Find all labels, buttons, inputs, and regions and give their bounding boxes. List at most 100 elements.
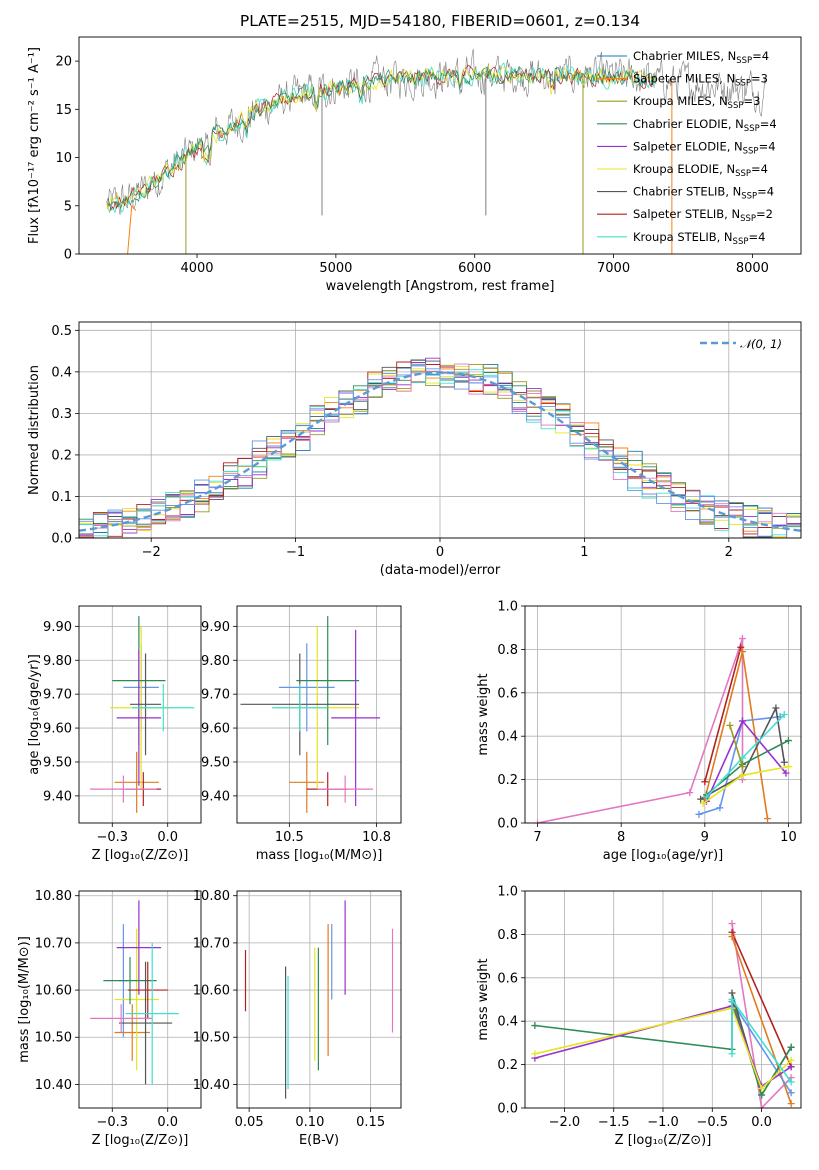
spectrum-line — [106, 48, 766, 215]
mass-weight-marker — [726, 721, 734, 729]
x-tick-label: 2 — [725, 545, 733, 560]
y-tick-label: 10.80 — [193, 889, 230, 904]
mass-weight-marker — [782, 769, 790, 777]
axes-frame — [78, 321, 802, 539]
gaussian-reference — [79, 371, 801, 532]
panel-residuals: −2 −1 0 1 2 0.0 0.1 0.2 0.3 0.4 0.5 (data-model)/er… — [27, 321, 802, 578]
mass-weight-marker — [728, 996, 736, 1003]
y-tick-label: 9.50 — [201, 755, 230, 770]
mass-weight-line — [705, 739, 789, 796]
legend-entry: Salpeter ELODIE, NSSP=4 — [633, 139, 776, 156]
mass-weight-line — [698, 715, 781, 816]
y-tick-label: 0.2 — [51, 448, 72, 463]
legend: Chabrier MILES, NSSP=4 Salpeter MILES, NS… — [597, 49, 777, 247]
x-tick-label: 0.15 — [356, 1115, 385, 1130]
mass-weight-line — [731, 923, 792, 1108]
panel-massweight_vs_Z: −2.0 −1.5 −1.0 −0.5 0.0 0.0 0.2 0.4 0.6 0.8 1.0 Z [… — [476, 885, 802, 1148]
mass-weight-marker — [738, 771, 746, 779]
panel-massweight_vs_age: 7 8 9 10 0.0 0.2 0.4 0.6 0.8 1.0 age [log₁₀(age/yr… — [476, 600, 802, 863]
mass-weight-marker — [697, 795, 705, 803]
axes-frame — [524, 890, 802, 1109]
mass-weight-marker — [787, 1100, 795, 1108]
y-tick-label: 0.2 — [497, 1058, 518, 1073]
mass-weight-line — [534, 1007, 792, 1090]
plot-area — [531, 920, 795, 1108]
x-axis-label: wavelength [Angstrom, rest frame] — [326, 279, 555, 294]
plot-area — [240, 616, 381, 813]
mass-weight-marker — [728, 920, 736, 928]
mass-weight-marker — [764, 815, 772, 823]
x-axis-label: Z [log₁₀(Z/Z⊙)] — [92, 848, 189, 863]
legend: 𝒩(0, 1) — [700, 337, 782, 351]
mass-weight-marker — [699, 799, 707, 807]
mass-weight-marker — [728, 933, 736, 941]
x-axis-label: Z [log₁₀(Z/Z⊙)] — [615, 1133, 712, 1148]
y-tick-label: 9.80 — [43, 654, 72, 669]
mass-weight-marker — [531, 1050, 539, 1058]
x-axis-label: (data-model)/error — [380, 563, 501, 578]
mass-weight-marker — [758, 1104, 766, 1108]
y-tick-label: 10.50 — [35, 1031, 72, 1046]
x-tick-label: 0.0 — [751, 1115, 772, 1130]
panel-mass_vs_EBV: 0.05 0.10 0.15 10.40 10.50 10.60 10.70 10.80 E(B… — [193, 889, 402, 1148]
mass-weight-line — [702, 765, 789, 805]
legend-entry: Kroupa STELIB, NSSP=4 — [633, 230, 765, 247]
mass-weight-line — [731, 1001, 792, 1094]
y-tick-label: 0 — [64, 248, 72, 263]
mass-weight-marker — [780, 758, 788, 766]
y-axis-label: mass [log₁₀(M/M⊙)] — [17, 936, 32, 1063]
y-tick-label: 10.70 — [193, 936, 230, 951]
panel-mass_vs_Z: −0.3 0.0 10.40 10.50 10.60 10.70 10.80 Z [log₁₀… — [17, 889, 202, 1148]
axes-frame — [236, 890, 402, 1109]
x-tick-label: −2 — [142, 545, 161, 560]
mass-weight-marker — [738, 717, 746, 725]
legend-entry: Kroupa ELODIE, NSSP=4 — [633, 162, 768, 179]
mass-weight-marker — [686, 789, 694, 797]
mass-weight-marker — [701, 778, 709, 786]
y-tick-label: 9.40 — [43, 789, 72, 804]
mass-weight-marker — [784, 763, 792, 771]
legend-entry: Salpeter STELIB, NSSP=2 — [633, 207, 773, 224]
y-tick-label: 10.40 — [193, 1078, 230, 1093]
x-axis-label: E(B-V) — [299, 1133, 339, 1148]
y-tick-label: 0.4 — [51, 365, 72, 380]
plot-area — [90, 900, 179, 1085]
y-tick-label: 1.0 — [497, 600, 518, 615]
spectrum-line — [106, 65, 656, 209]
x-tick-label: 0.0 — [157, 1115, 178, 1130]
plot-area — [90, 616, 195, 813]
mass-weight-marker — [695, 810, 703, 818]
legend-entry: 𝒩(0, 1) — [740, 337, 782, 351]
y-tick-label: 15 — [55, 103, 72, 118]
mass-weight-marker — [702, 793, 710, 801]
y-tick-label: 9.70 — [201, 688, 230, 703]
plot-area — [79, 357, 801, 538]
mass-weight-marker — [780, 711, 788, 718]
y-axis-label: mass weight — [476, 958, 491, 1040]
y-tick-label: 0.0 — [497, 1102, 518, 1117]
x-tick-label: 7000 — [597, 261, 630, 276]
x-tick-label: 1 — [580, 545, 588, 560]
x-tick-label: 8 — [617, 830, 625, 845]
y-tick-label: 9.60 — [43, 722, 72, 737]
x-tick-label: 0.0 — [157, 830, 178, 845]
y-tick-label: 0.4 — [497, 1015, 518, 1030]
y-tick-label: 9.60 — [201, 722, 230, 737]
mass-weight-marker — [728, 1050, 736, 1058]
y-tick-label: 10.70 — [35, 936, 72, 951]
x-tick-label: −1 — [286, 545, 305, 560]
mass-weight-marker — [787, 1056, 795, 1064]
y-tick-label: 9.90 — [43, 620, 72, 635]
legend-entry: Kroupa MILES, NSSP=3 — [633, 94, 760, 111]
y-tick-label: 0.6 — [497, 971, 518, 986]
plot-area — [244, 900, 394, 1099]
mass-weight-line — [705, 713, 785, 798]
mass-weight-marker — [728, 989, 736, 997]
y-tick-label: 10.40 — [35, 1078, 72, 1093]
x-axis-label: Z [log₁₀(Z/Z⊙)] — [92, 1133, 189, 1148]
mass-weight-marker — [784, 737, 792, 745]
spectrum-dropout — [127, 204, 137, 254]
spectrum-line — [106, 64, 656, 212]
x-tick-label: 10.8 — [362, 830, 391, 845]
